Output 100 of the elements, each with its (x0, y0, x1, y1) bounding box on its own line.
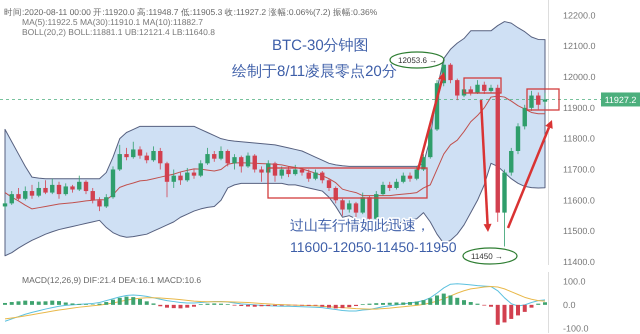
candlestick (172, 169, 176, 188)
candlestick (239, 155, 244, 173)
annotation: MA(5):11922.5 MA(30):11910.1 MA(10):11882.7 (22, 17, 204, 27)
candlestick (10, 190, 14, 206)
candlestick (320, 170, 324, 184)
candlestick (509, 148, 514, 176)
y-tick-label: 12100.0 (563, 41, 596, 52)
candlestick (280, 166, 284, 180)
bar (50, 300, 54, 305)
bar (448, 295, 452, 305)
bar (178, 304, 182, 308)
bar (462, 300, 466, 305)
candlestick (347, 200, 352, 214)
candlestick (158, 148, 162, 170)
candlestick (178, 172, 183, 186)
ref-line-label: 11927.2 (604, 94, 636, 105)
candlestick (360, 192, 365, 215)
line-series (4, 96, 546, 210)
candlestick (246, 152, 250, 168)
candlestick (293, 164, 298, 176)
candlestick (118, 144, 122, 172)
candlestick (306, 169, 311, 182)
y-tick-label: 11600.0 (563, 195, 595, 206)
bar (10, 302, 14, 305)
annotation: 11450 → (471, 252, 503, 261)
bar (144, 301, 149, 305)
y-tick-label: 11400.0 (563, 256, 595, 267)
annotation: BOLL(20,2) BOLL:11881.1 UB:12121.4 LB:11640.8 (22, 27, 216, 37)
text: 绘制于8/11凌晨零点20分 (232, 63, 397, 80)
text: BTC-30分钟图 (272, 37, 369, 54)
candlestick (468, 86, 473, 96)
annotation: 时间:2020-08-11 00:00 开:11920.0 高:11948.7 低:11905.3 收:11927.2 涨幅:0.06%(7.2) 振幅:0.36% (4, 7, 378, 17)
candlestick (226, 149, 230, 167)
bar (124, 296, 128, 305)
y-tick-label: 100.0 (563, 276, 586, 286)
candlestick (448, 62, 453, 84)
bar (414, 302, 419, 305)
y-tick-label: -100.0 (563, 323, 589, 334)
y-tick-label: 11500.0 (563, 226, 595, 236)
y-tick-label: 11800.0 (563, 134, 595, 144)
bar (16, 301, 20, 305)
bar (57, 301, 61, 305)
y-tick-label: 0.0 (563, 300, 576, 310)
candlestick (16, 188, 21, 201)
bar (516, 304, 520, 316)
candlestick (232, 154, 237, 170)
candlestick (475, 80, 480, 94)
bar (172, 304, 176, 308)
candlestick (536, 92, 540, 110)
candlestick (414, 166, 419, 181)
candlestick (164, 161, 170, 198)
candlestick (334, 186, 338, 204)
bar (509, 304, 514, 319)
bar (522, 304, 527, 312)
candlestick (185, 168, 190, 182)
candlestick (212, 150, 216, 162)
annotation: 12053.6 → (398, 56, 438, 65)
candlestick (144, 152, 149, 164)
annotation: MACD(12,26,9) DIF:21.4 DEA:16.1 MACD:10.6 (22, 275, 202, 285)
candlestick (50, 178, 54, 195)
candlestick (131, 141, 136, 160)
bar (442, 294, 446, 305)
candlestick (252, 154, 257, 173)
bar (496, 304, 500, 325)
y-tick-label: 11900.0 (563, 102, 595, 113)
bar (428, 298, 432, 305)
bar (104, 302, 108, 305)
candlestick (104, 194, 108, 208)
bar (422, 300, 426, 305)
bar (118, 298, 122, 305)
bar (408, 302, 412, 305)
bar (44, 301, 48, 305)
bar (334, 304, 338, 308)
bar (455, 298, 460, 305)
candlestick (77, 175, 82, 192)
y-tick-label: 11700.0 (563, 164, 595, 174)
bar (111, 300, 115, 305)
candlestick (529, 90, 534, 112)
bar (435, 295, 439, 305)
bar (23, 300, 28, 305)
candlestick (401, 172, 406, 184)
bar (468, 302, 473, 305)
bar (131, 297, 136, 305)
candlestick (36, 181, 41, 198)
bar (340, 304, 344, 308)
candlestick (64, 182, 68, 196)
candlestick (205, 148, 210, 166)
y-tick-label: 12200.0 (563, 10, 596, 20)
bar (543, 302, 547, 305)
candlestick (388, 181, 392, 192)
bar (30, 301, 34, 305)
bar (138, 298, 142, 305)
bar (502, 304, 506, 322)
bar (36, 302, 41, 305)
candlestick (90, 188, 95, 204)
annotation: 11600-12050-11450-11950 (290, 239, 457, 255)
candlestick (522, 104, 527, 130)
y-tick-label: 12000.0 (563, 72, 596, 82)
candlestick (198, 160, 203, 178)
candlestick (482, 81, 486, 94)
